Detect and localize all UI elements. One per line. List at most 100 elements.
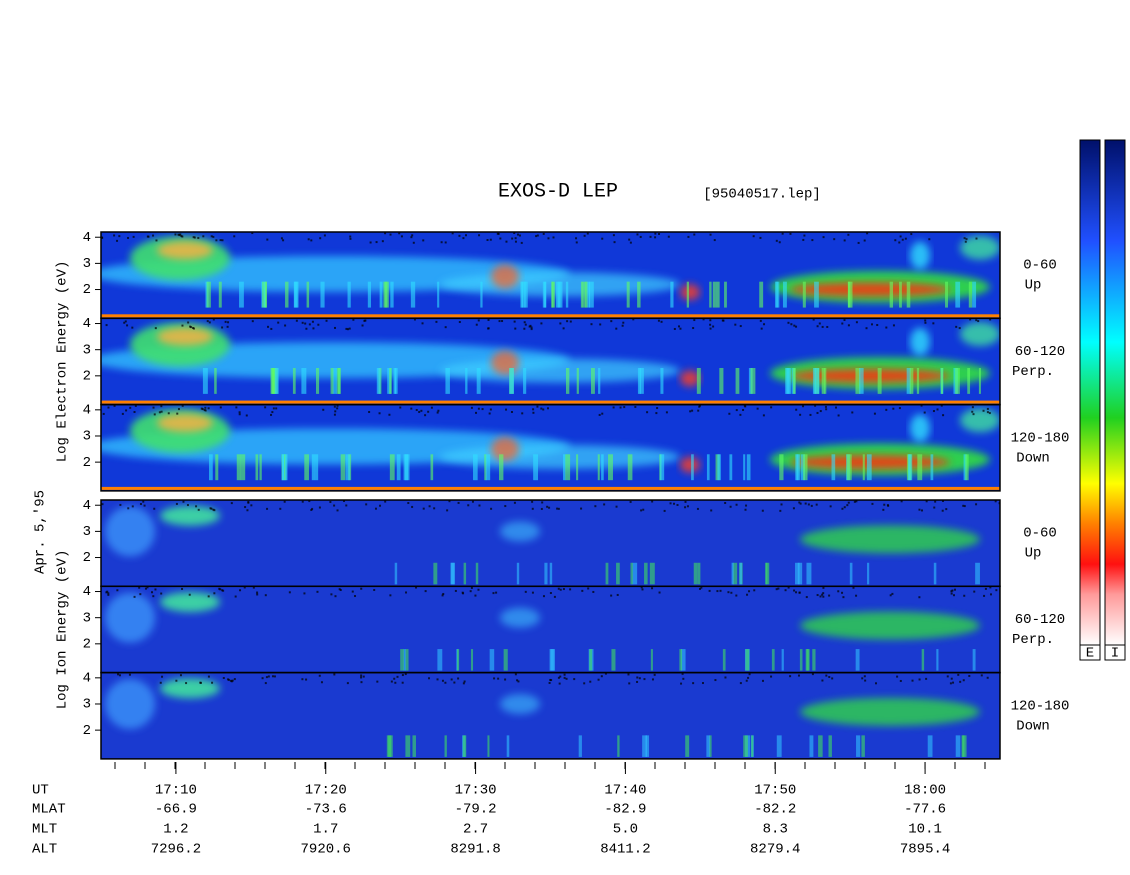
noise: [177, 408, 180, 411]
noise: [529, 324, 532, 327]
noise: [210, 507, 213, 510]
noise: [689, 410, 692, 413]
spectral-feature: [680, 370, 700, 387]
noise: [677, 325, 680, 328]
spectral-feature: [921, 649, 925, 671]
noise: [712, 325, 715, 328]
spectral-feature: [214, 367, 217, 394]
noise: [179, 233, 182, 236]
noise: [349, 237, 352, 240]
spectral-feature: [786, 367, 792, 394]
spectral-feature: [765, 562, 770, 585]
noise: [898, 241, 901, 244]
noise: [735, 503, 738, 506]
noise: [190, 326, 193, 329]
noise: [709, 327, 712, 330]
noise: [843, 239, 846, 242]
noise: [752, 235, 755, 238]
ephemeris-value: -82.2: [754, 802, 796, 818]
spectral-feature: [101, 400, 1000, 404]
noise: [841, 507, 844, 510]
noise: [548, 506, 551, 509]
noise: [977, 320, 980, 323]
spectral-feature: [800, 611, 980, 640]
spectral-feature: [576, 454, 579, 481]
noise: [655, 412, 658, 415]
noise: [971, 410, 974, 413]
noise: [592, 590, 595, 593]
noise: [658, 232, 661, 235]
spectral-feature: [765, 562, 768, 585]
spectral-feature: [389, 454, 395, 481]
spectral-feature: [960, 408, 1000, 433]
noise: [789, 675, 792, 678]
spectral-feature: [582, 281, 587, 308]
spectral-feature: [910, 414, 930, 443]
spectral-feature: [793, 367, 796, 394]
noise: [411, 505, 414, 508]
noise: [559, 675, 562, 678]
spectral-feature: [626, 281, 630, 308]
noise: [412, 241, 415, 244]
noise: [368, 410, 371, 413]
spectral-feature: [739, 562, 743, 585]
noise: [775, 239, 778, 242]
noise: [739, 325, 742, 328]
noise: [542, 232, 545, 235]
ephemeris-value: 7920.6: [301, 842, 351, 858]
spectral-feature: [580, 281, 584, 308]
noise: [835, 406, 838, 409]
noise: [394, 681, 397, 684]
noise: [477, 407, 480, 410]
y-tick-label: 2: [83, 369, 91, 385]
noise: [556, 507, 559, 510]
noise: [643, 678, 646, 681]
noise: [793, 589, 796, 592]
noise: [950, 677, 953, 680]
noise: [542, 408, 545, 411]
noise: [346, 328, 349, 331]
noise: [735, 409, 738, 412]
noise: [924, 319, 927, 322]
spectral-feature: [797, 562, 803, 585]
spectral-feature: [644, 562, 648, 585]
noise: [410, 407, 413, 410]
spectral-feature: [202, 367, 208, 394]
noise: [642, 508, 645, 511]
spectral-feature: [396, 454, 401, 481]
spectral-feature: [809, 735, 814, 757]
noise: [399, 406, 402, 409]
noise: [911, 679, 914, 682]
spectral-feature: [731, 562, 734, 585]
noise: [477, 588, 480, 591]
noise: [375, 241, 378, 244]
spectral-feature: [337, 367, 341, 394]
noise: [305, 327, 308, 330]
noise: [467, 504, 470, 507]
spectral-feature: [523, 367, 527, 394]
noise: [777, 587, 780, 590]
noise: [493, 677, 496, 680]
noise: [176, 412, 179, 415]
noise: [267, 325, 270, 328]
noise: [530, 326, 533, 329]
noise: [441, 594, 444, 597]
noise: [636, 233, 639, 236]
spectral-feature: [828, 735, 832, 757]
noise: [261, 677, 264, 680]
row-label: MLAT: [32, 802, 66, 818]
noise: [497, 232, 500, 235]
spectral-feature: [487, 735, 490, 757]
spectral-feature: [855, 367, 861, 394]
noise: [490, 507, 493, 510]
noise: [628, 238, 631, 241]
spectral-feature: [717, 454, 721, 481]
noise: [119, 503, 122, 506]
noise: [373, 588, 376, 591]
spectral-feature: [965, 454, 969, 481]
spectral-feature: [239, 281, 244, 308]
noise: [159, 681, 162, 684]
noise: [861, 677, 864, 680]
noise: [587, 587, 590, 590]
spectral-feature: [500, 693, 540, 714]
